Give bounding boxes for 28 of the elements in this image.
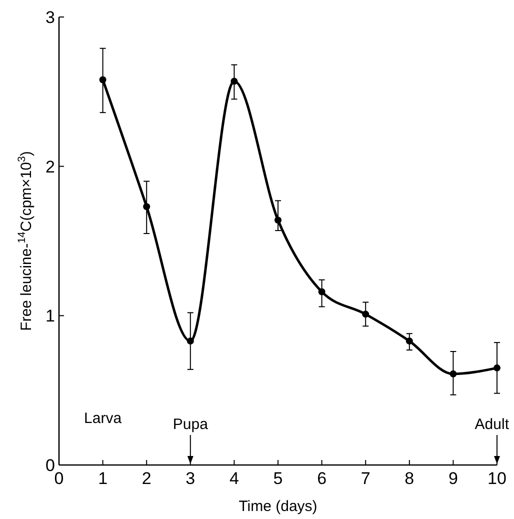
point [406, 338, 413, 345]
x-tick-label: 9 [448, 469, 458, 488]
x-tick-label: 6 [317, 469, 327, 488]
point [494, 364, 500, 372]
y-tick-label: 2 [46, 157, 55, 176]
point [230, 78, 238, 85]
x-tick-label: 7 [360, 469, 370, 488]
point [99, 76, 106, 84]
y-tick-label: 1 [46, 306, 55, 326]
x-tick-label: 2 [142, 469, 152, 488]
point [450, 370, 457, 378]
annotation: Larva [84, 410, 122, 427]
point [186, 338, 194, 345]
y-tick-label: 0 [46, 456, 55, 475]
x-tick-label: 10 [488, 469, 506, 488]
x-tick-label: 1 [98, 469, 108, 488]
point [362, 310, 370, 318]
x-tick-label: 3 [186, 469, 196, 488]
point [143, 203, 150, 210]
point [274, 216, 282, 224]
y-tick-label: 3 [46, 8, 55, 27]
x-tick-label: 8 [404, 469, 414, 488]
annotation: Adult [474, 416, 510, 433]
annotation: Pupa [172, 416, 209, 433]
x-tick-label: 4 [229, 469, 239, 488]
x-axis-title: Time (days) [238, 498, 318, 515]
point [318, 288, 326, 296]
x-tick-label: 5 [273, 469, 283, 488]
